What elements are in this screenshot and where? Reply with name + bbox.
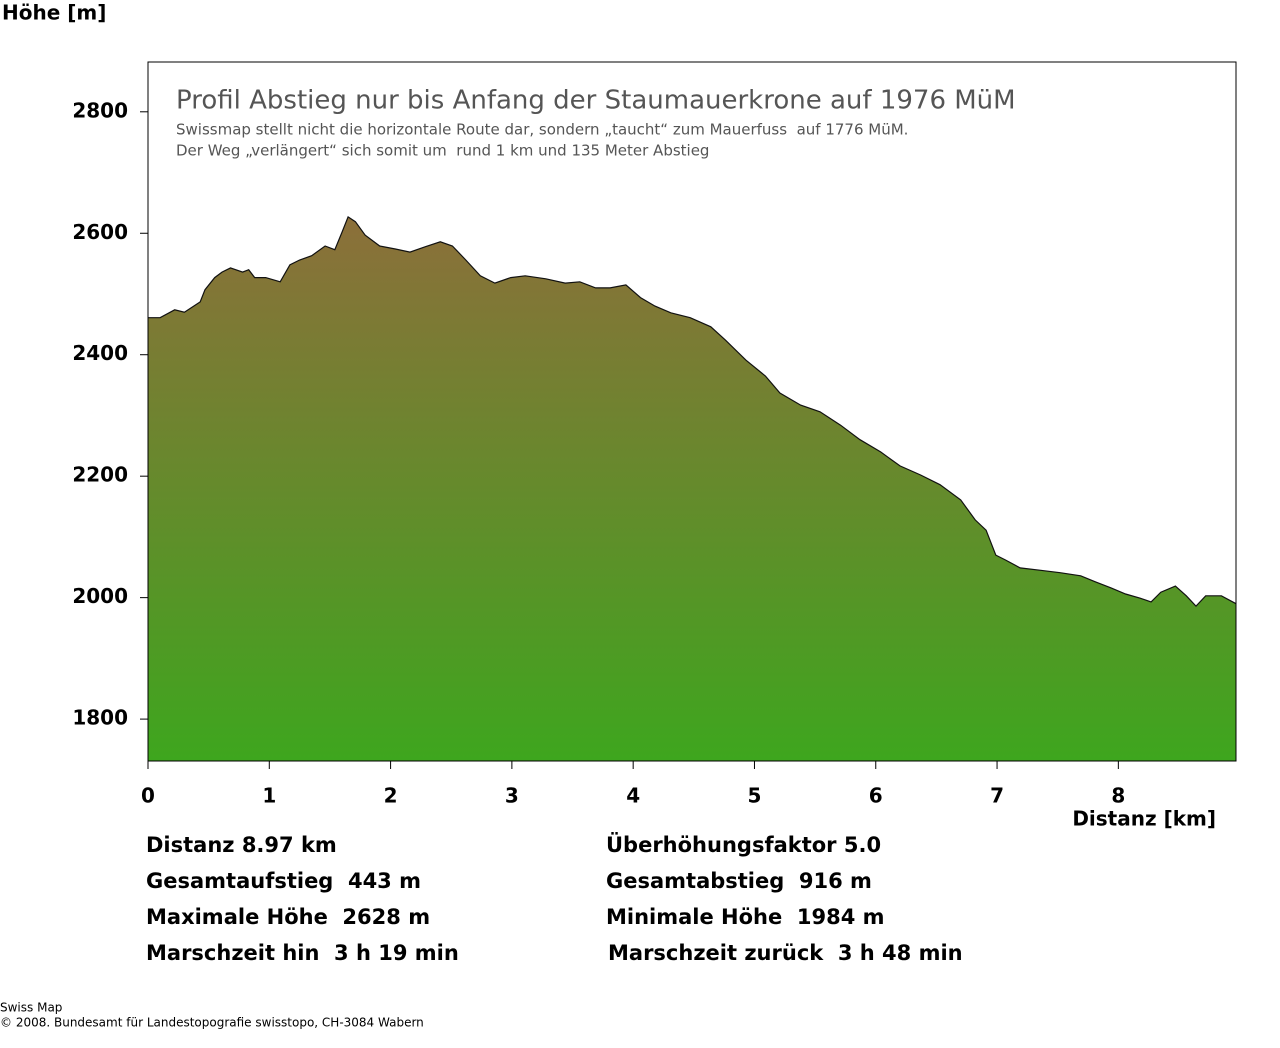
subtitle: Swissmap stellt nicht die horizontale Ro…	[176, 121, 908, 139]
profile-line	[148, 215, 1237, 607]
y-tick-label: 2800	[72, 98, 128, 122]
x-tick-label: 6	[869, 784, 883, 808]
stat: Distanz 8.97 km	[146, 833, 337, 857]
y-tick-label: 1800	[72, 706, 128, 730]
x-tick-label: 7	[990, 784, 1004, 808]
area-fill	[148, 216, 1236, 761]
x-tick-label: 5	[748, 784, 762, 808]
stat: Maximale Höhe 2628 m	[146, 905, 430, 929]
y-tick-label: 2600	[72, 220, 128, 244]
stat: Marschzeit zurück 3 h 48 min	[608, 941, 963, 965]
x-axis-label: Distanz [km]	[1072, 807, 1216, 831]
x-tick-label: 0	[141, 784, 155, 808]
x-tick-label: 8	[1111, 784, 1125, 808]
footer: Swiss Map	[0, 1001, 62, 1015]
y-tick-label: 2200	[72, 463, 128, 487]
plot-frame	[147, 61, 1237, 762]
stat: Minimale Höhe 1984 m	[606, 905, 885, 929]
stat: Marschzeit hin 3 h 19 min	[146, 941, 459, 965]
y-tick-label: 2400	[72, 341, 128, 365]
footer: © 2008. Bundesamt für Landestopografie s…	[0, 1016, 424, 1030]
x-tick-label: 1	[262, 784, 276, 808]
x-tick-label: 4	[626, 784, 640, 808]
x-tick-label: 2	[384, 784, 398, 808]
y-tick-label: 2000	[72, 584, 128, 608]
y-axis-label: Höhe [m]	[2, 1, 106, 25]
x-tick-label: 3	[505, 784, 519, 808]
stat: Überhöhungsfaktor 5.0	[606, 832, 881, 857]
chart-title: Profil Abstieg nur bis Anfang der Stauma…	[176, 86, 1016, 116]
subtitle: Der Weg „verlängert“ sich somit um rund …	[176, 142, 709, 160]
stat: Gesamtabstieg 916 m	[606, 869, 872, 893]
stat: Gesamtaufstieg 443 m	[146, 869, 421, 893]
